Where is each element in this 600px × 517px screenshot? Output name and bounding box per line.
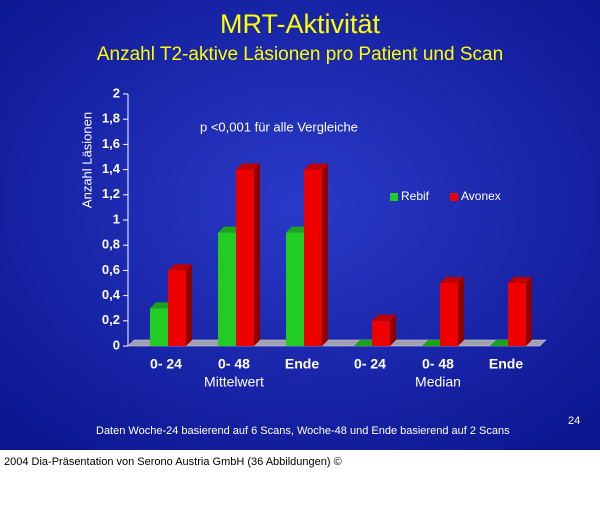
y-tick-label: 0,2 (102, 312, 120, 327)
x-tick-label: 0- 48 (422, 356, 454, 372)
group-label: Mittelwert (204, 374, 264, 390)
bar-top (168, 264, 192, 271)
bar-side (186, 264, 192, 346)
bar-top (236, 163, 260, 170)
slide-number: 24 (568, 415, 580, 427)
y-tick-label: 1,8 (102, 111, 120, 126)
y-tick-label: 0,4 (102, 287, 121, 302)
annotation: p <0,001 für alle Vergleiche (200, 119, 358, 134)
bar-side (322, 163, 328, 346)
bar-top (372, 314, 396, 321)
bar-side (390, 314, 396, 346)
chart-subtitle: Anzahl T2-aktive Läsionen pro Patient un… (97, 44, 503, 65)
bar (440, 283, 458, 346)
bar (150, 308, 168, 346)
legend-swatch (390, 193, 398, 201)
bar-top (440, 277, 464, 283)
legend-label: Avonex (461, 189, 501, 203)
legend-label: Rebif (401, 189, 430, 203)
x-tick-label: Ende (285, 356, 319, 372)
x-tick-label: 0- 24 (150, 356, 182, 372)
footnote: Daten Woche-24 basierend auf 6 Scans, Wo… (96, 425, 510, 437)
y-tick-label: 0,8 (102, 237, 120, 252)
bar-side (458, 277, 464, 346)
group-label: Median (415, 374, 461, 390)
slide-background (0, 0, 600, 450)
legend-swatch (450, 193, 458, 201)
y-tick-label: 0,6 (102, 262, 120, 277)
chart-title: MRT-Aktivität (220, 9, 381, 39)
credit: 2004 Dia-Präsentation von Serono Austria… (4, 456, 342, 468)
bar (372, 320, 390, 346)
y-tick-label: 1 (113, 211, 120, 226)
bar-top (304, 163, 328, 170)
bar (236, 169, 254, 346)
y-tick-label: 2 (113, 85, 120, 100)
bar-side (526, 277, 532, 346)
y-tick-label: 1,6 (102, 136, 120, 151)
bar-top (508, 277, 532, 283)
y-tick-label: 1,4 (102, 161, 121, 176)
x-tick-label: 0- 24 (354, 356, 386, 372)
y-axis-label: Anzahl Läsionen (79, 112, 94, 208)
bar-side (254, 163, 260, 346)
bar (168, 270, 186, 346)
bar (218, 232, 236, 346)
plot: 0 0,2 0,4 0,6 0,8 1 1,2 1,4 1,6 1,8 2 0- 24 0- 48 End… (102, 85, 547, 390)
x-tick-label: 0- 48 (218, 356, 250, 372)
bar (286, 232, 304, 346)
bar (304, 169, 322, 346)
bar (508, 283, 526, 346)
x-tick-label: Ende (489, 356, 523, 372)
y-tick-label: 1,2 (102, 186, 120, 201)
y-tick-label: 0 (113, 337, 120, 352)
